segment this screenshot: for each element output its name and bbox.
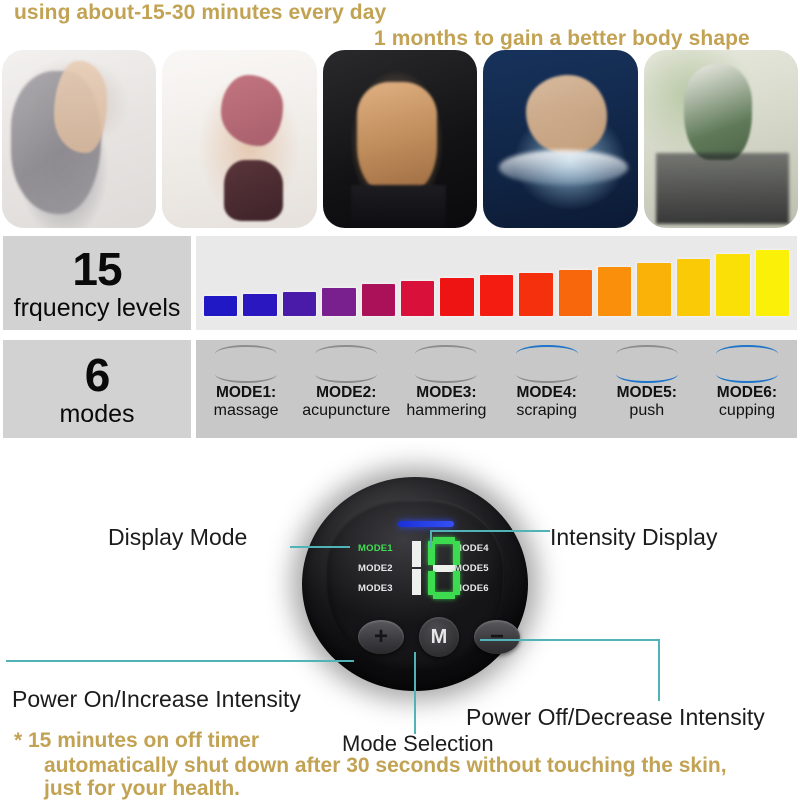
minus-button[interactable]: − bbox=[474, 620, 520, 654]
wave-arc-icon bbox=[515, 345, 578, 383]
seven-segment-display bbox=[410, 535, 462, 601]
fitness-abs-photo bbox=[162, 50, 317, 228]
mode-label: acupuncture bbox=[302, 401, 391, 419]
leader-line-mode-selection bbox=[414, 652, 416, 734]
mode-id: MODE6: bbox=[716, 384, 778, 401]
mode-id: MODE5: bbox=[616, 384, 677, 401]
leader-line-intensity bbox=[430, 530, 550, 532]
callout-intensity-display: Intensity Display bbox=[550, 524, 718, 550]
mode-label: massage bbox=[213, 401, 279, 419]
frequency-bar-chart bbox=[196, 236, 797, 330]
callout-display-mode: Display Mode bbox=[108, 524, 248, 550]
mode-cell: MODE6: cupping bbox=[697, 340, 797, 420]
device-mode-6[interactable]: MODE6 bbox=[454, 583, 489, 594]
headline-line-1: using about-15-30 minutes every day bbox=[14, 1, 387, 24]
frequency-bar bbox=[716, 254, 750, 316]
mode-cell: MODE5: push bbox=[597, 340, 697, 420]
mode-cell: MODE4: scraping bbox=[497, 340, 597, 420]
frequency-bar bbox=[322, 288, 356, 316]
frequency-bar bbox=[282, 291, 317, 316]
frequency-bar bbox=[361, 283, 396, 316]
modes-count-panel: 6 modes bbox=[3, 340, 191, 438]
wave-arc-icon bbox=[715, 345, 778, 383]
male-abs-photo bbox=[322, 50, 478, 228]
frequency-bar bbox=[558, 269, 593, 316]
device-mode-2[interactable]: MODE2 bbox=[358, 563, 393, 574]
swimming-photo bbox=[483, 50, 638, 228]
display-digit-tens bbox=[410, 537, 424, 599]
leader-line-power-off-vertical bbox=[658, 639, 660, 701]
plus-button[interactable]: + bbox=[358, 620, 404, 654]
lifestyle-photo-strip bbox=[0, 50, 800, 228]
callout-power-on: Power On/Increase Intensity bbox=[12, 686, 301, 712]
mode-label: scraping bbox=[516, 401, 577, 419]
modes-list-panel: MODE1: massage MODE2: acupuncture MODE3: hamm… bbox=[196, 340, 797, 438]
wave-arc-icon bbox=[415, 345, 478, 383]
yoga-stretch-photo bbox=[2, 50, 157, 228]
device-button-row: + M − bbox=[358, 617, 520, 657]
mode-cell: MODE1: massage bbox=[196, 340, 296, 420]
mode-label: cupping bbox=[718, 401, 775, 419]
note-line-1: * 15 minutes on off timer bbox=[14, 729, 260, 752]
device-mode-5[interactable]: MODE5 bbox=[454, 563, 489, 574]
cycling-photo bbox=[643, 50, 799, 228]
callout-mode-selection: Mode Selection bbox=[342, 731, 494, 756]
device-mode-4[interactable]: MODE4 bbox=[454, 543, 489, 554]
frequency-levels-panel: 15 frquency levels bbox=[3, 236, 191, 330]
frequency-bar bbox=[401, 281, 435, 316]
headline-line-2: 1 months to gain a better body shape bbox=[374, 27, 750, 50]
mode-cell: MODE2: acupuncture bbox=[296, 340, 396, 420]
leader-line-power-on bbox=[6, 660, 354, 662]
device-mode-labels-left: MODE1 MODE2 MODE3 bbox=[358, 539, 393, 599]
frequency-bar bbox=[519, 272, 553, 316]
power-indicator-light bbox=[398, 521, 454, 527]
ems-device: MODE1 MODE2 MODE3 MODE4 MODE5 MODE6 bbox=[302, 477, 528, 691]
frequency-bars bbox=[204, 246, 790, 316]
mode-id: MODE4: bbox=[516, 384, 577, 401]
callout-power-off: Power Off/Decrease Intensity bbox=[466, 704, 765, 730]
mode-id: MODE1: bbox=[215, 384, 277, 401]
device-mode-3[interactable]: MODE3 bbox=[358, 583, 393, 594]
frequency-bar bbox=[755, 249, 790, 316]
mode-label: hammering bbox=[406, 401, 487, 419]
leader-line-intensity-vertical bbox=[430, 530, 432, 548]
device-mode-1[interactable]: MODE1 bbox=[358, 543, 393, 554]
mode-button[interactable]: M bbox=[419, 617, 459, 657]
frequency-bar bbox=[637, 262, 671, 316]
frequency-count: 15 bbox=[72, 242, 122, 295]
mode-label: push bbox=[629, 401, 665, 419]
frequency-bar bbox=[479, 275, 514, 316]
frequency-bar bbox=[676, 258, 711, 316]
device-control-panel: MODE1 MODE2 MODE3 MODE4 MODE5 MODE6 bbox=[326, 499, 520, 671]
note-line-3: just for your health. bbox=[44, 777, 241, 800]
leader-line-display-mode bbox=[290, 546, 350, 548]
frequency-bar bbox=[598, 267, 632, 316]
frequency-bar bbox=[204, 296, 238, 316]
device-mode-labels-right: MODE4 MODE5 MODE6 bbox=[454, 539, 489, 599]
mode-cell: MODE3: hammering bbox=[396, 340, 496, 420]
wave-arc-icon bbox=[315, 345, 378, 383]
mode-id: MODE2: bbox=[316, 384, 377, 401]
modes-count: 6 bbox=[84, 348, 111, 401]
mode-id: MODE3: bbox=[416, 384, 477, 401]
leader-line-power-off bbox=[480, 639, 660, 641]
modes-caption: modes bbox=[59, 399, 135, 428]
wave-arc-icon bbox=[215, 345, 278, 383]
frequency-bar bbox=[243, 294, 277, 316]
wave-arc-icon bbox=[615, 345, 678, 383]
note-line-2: automatically shut down after 30 seconds… bbox=[44, 754, 727, 777]
display-digit-ones bbox=[428, 537, 460, 599]
frequency-caption: frquency levels bbox=[13, 293, 181, 322]
frequency-bar bbox=[440, 278, 474, 316]
